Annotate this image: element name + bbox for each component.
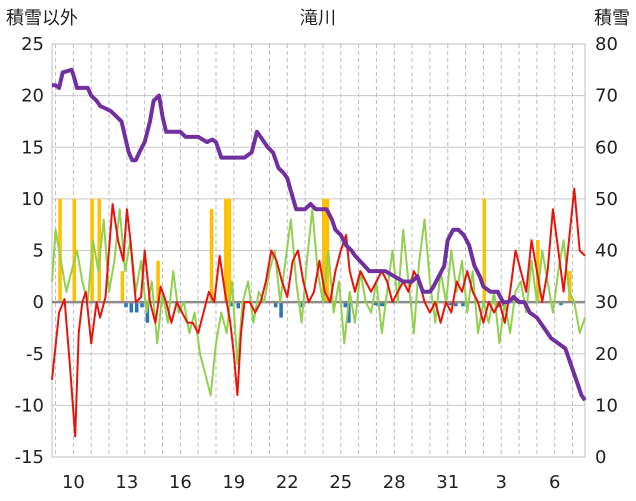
x-tick-label: 31 — [436, 472, 459, 493]
right-tick-label: 80 — [595, 34, 618, 55]
sunshine-bar — [227, 198, 232, 303]
sunshine-bar — [120, 271, 125, 303]
right-tick-label: 70 — [595, 86, 618, 107]
right-axis-label: 積雪 — [594, 8, 630, 29]
precip-bar — [236, 302, 241, 309]
x-tick-label: 22 — [276, 472, 299, 493]
right-tick-label: 0 — [595, 447, 606, 468]
left-tick-label: 0 — [33, 292, 44, 313]
right-tick-label: 30 — [595, 292, 618, 313]
precip-bar — [124, 302, 128, 308]
left-tick-label: 20 — [21, 86, 44, 107]
x-tick-label: 28 — [383, 472, 406, 493]
x-tick-label: 6 — [549, 472, 560, 493]
sunshine-bar — [322, 198, 326, 303]
left-tick-label: 25 — [21, 34, 44, 55]
precip-bar — [380, 302, 385, 307]
precip-bar — [559, 302, 563, 306]
precip-bar — [279, 302, 283, 318]
precip-bar — [129, 302, 134, 313]
x-tick-label: 10 — [62, 472, 85, 493]
right-axis-tick-labels: 80 70 60 50 40 30 20 10 0 — [595, 34, 618, 468]
sunshine-bar — [156, 260, 160, 303]
precip-bar — [343, 302, 348, 308]
sunshine-bar — [97, 198, 102, 303]
left-tick-label: 5 — [33, 241, 44, 262]
sunshine-bar — [482, 198, 487, 303]
right-tick-label: 20 — [595, 344, 618, 365]
x-axis-tick-labels: 10 13 16 19 22 25 28 31 3 6 — [62, 472, 560, 493]
snow-depth-line — [52, 67, 587, 402]
right-tick-label: 10 — [595, 395, 618, 416]
x-tick-label: 13 — [115, 472, 138, 493]
right-tick-label: 60 — [595, 137, 618, 158]
chart-title: 滝川 — [300, 8, 336, 29]
left-tick-label: -15 — [15, 447, 44, 468]
plot-frame — [51, 43, 586, 458]
x-tick-label: 19 — [222, 472, 245, 493]
right-tick-label: 40 — [595, 241, 618, 262]
line-series — [51, 67, 587, 438]
temperature-line — [51, 187, 586, 438]
left-axis-tick-labels: 25 20 15 10 5 0 -5 -10 -15 — [15, 34, 44, 468]
precip-bar — [347, 302, 351, 323]
left-tick-label: -10 — [15, 395, 44, 416]
precip-bar — [134, 302, 139, 313]
left-tick-label: 15 — [21, 137, 44, 158]
x-tick-label: 16 — [169, 472, 192, 493]
sunshine-bar — [209, 209, 214, 303]
sunshine-bar — [224, 198, 228, 303]
left-tick-label: 10 — [21, 189, 44, 210]
precip-bar — [140, 302, 144, 308]
left-axis-label: 積雪以外 — [6, 8, 78, 29]
precip-bar — [273, 302, 278, 308]
precip-bar — [453, 302, 458, 307]
right-tick-label: 50 — [595, 189, 618, 210]
sunshine-bar — [72, 198, 77, 303]
x-tick-label: 25 — [329, 472, 352, 493]
precip-bar — [229, 302, 233, 307]
x-tick-label: 3 — [495, 472, 506, 493]
precip-bar — [373, 302, 378, 306]
precip-bar — [448, 302, 453, 306]
sunshine-bar — [568, 271, 572, 303]
precip-bar — [461, 302, 465, 307]
left-tick-label: -5 — [26, 344, 44, 365]
